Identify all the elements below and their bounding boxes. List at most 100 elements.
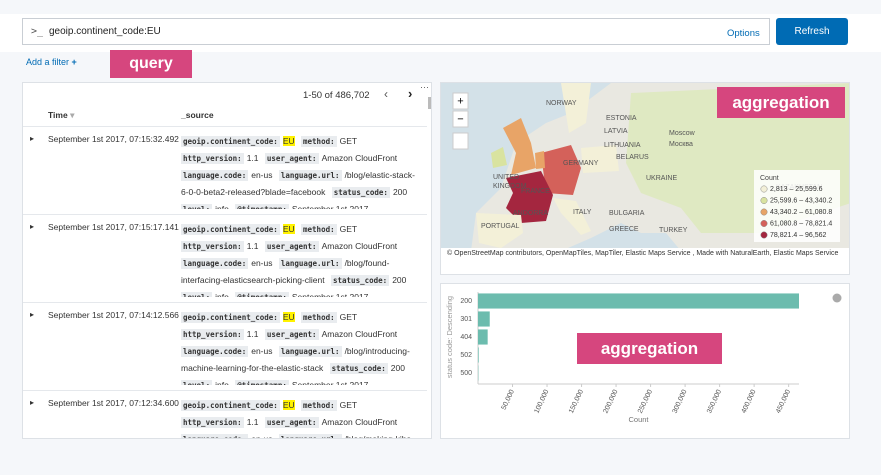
options-link[interactable]: Options <box>727 28 760 39</box>
attribution-wrap: © OpenStreetMap contributors, OpenMapTil… <box>447 250 839 257</box>
field-key: language.code: <box>181 170 249 181</box>
field-value: /blog/found-interfacing-elasticsearch-pi… <box>181 258 390 285</box>
legend-swatch <box>760 208 768 216</box>
field-key: language.code: <box>181 258 249 269</box>
y-axis-label: status code: Descending <box>445 296 454 378</box>
field-value: September 1st 2017, 07:15:32.492 <box>291 204 371 209</box>
field-key: geoip.continent_code: <box>181 136 280 147</box>
query-annotation: query <box>110 50 192 78</box>
y-tick-label: 301 <box>460 316 472 323</box>
country-de <box>541 145 581 195</box>
field-value: September 1st 2017, 07:14:12.566 <box>291 380 371 385</box>
map-label: Москва <box>669 141 693 148</box>
field-value: info <box>215 204 229 209</box>
scrollbar <box>428 97 431 109</box>
document-row: ▸ September 1st 2017, 07:15:32.492 geoip.c… <box>23 126 427 215</box>
field-key: language.code: <box>181 346 249 357</box>
column-time: Time <box>48 110 68 120</box>
field-key: user_agent: <box>264 329 319 340</box>
bar <box>478 329 488 345</box>
zoom-button[interactable] <box>452 110 469 128</box>
search-input[interactable]: >_ geoip.continent_code:EU Options <box>22 18 770 45</box>
field-key: status_code: <box>329 363 388 374</box>
sort-icon: ▾ <box>70 110 75 120</box>
field-value: GET <box>339 400 358 410</box>
prompt-icon: >_ <box>31 26 44 37</box>
fit-button[interactable] <box>452 132 469 150</box>
row-time: September 1st 2017, 07:15:32.492 <box>48 134 179 144</box>
field-value: 1.1 <box>246 241 259 251</box>
field-key: user_agent: <box>264 153 319 164</box>
map-label: UKRAINE <box>646 175 677 182</box>
next-page[interactable]: › <box>408 86 413 101</box>
bar-chart: 50,000 100,000 150,000 200,000 250,000 300,00… <box>445 292 842 424</box>
field-key: status_code: <box>331 275 390 286</box>
x-tick-label: 350,000 <box>706 389 723 415</box>
y-tick-label: 200 <box>460 298 472 305</box>
field-value: 1.1 <box>246 153 259 163</box>
query-text: geoip.continent_code:EU <box>49 26 161 37</box>
hit-count: 1-50 of 486,702 <box>303 90 370 101</box>
field-key: @timestamp: <box>235 380 289 385</box>
map-label: Moscow <box>669 130 696 137</box>
legend-label: 78,821.4 – 96,562 <box>770 232 827 239</box>
add-filter[interactable]: Add a filter + <box>26 57 77 67</box>
field-value: /blog/elastic-stack-6-0-0-beta2-released… <box>181 170 415 197</box>
legend-box <box>754 170 840 242</box>
refresh-button[interactable]: Refresh <box>776 18 848 45</box>
country-it <box>553 198 591 235</box>
field-value: en-us <box>251 258 273 268</box>
field-key: level: <box>181 204 213 209</box>
field-value: EU <box>282 312 295 322</box>
map-label: ITALY <box>573 209 592 216</box>
country-se <box>561 83 591 133</box>
row-time: September 1st 2017, 07:15:17.141 <box>48 222 179 232</box>
row-source: geoip.continent_code: EU method: GET http_… <box>181 397 421 438</box>
column-header[interactable]: Time ▾ <box>48 110 74 121</box>
field-key: language.url: <box>278 170 342 181</box>
field-value: EU <box>282 400 295 410</box>
x-tick-label: 300,000 <box>672 389 689 415</box>
row-source: geoip.continent_code: EU method: GET http_… <box>181 133 421 209</box>
field-value: 1.1 <box>246 417 259 427</box>
y-tick-label: 404 <box>460 334 472 341</box>
legend-label: 2,813 – 25,599.6 <box>770 186 823 193</box>
document-row: ▸ September 1st 2017, 07:12:34.600 geoip.c… <box>23 390 427 438</box>
x-tick-label: 450,000 <box>775 389 792 415</box>
field-value: 200 <box>392 275 407 285</box>
country-uk <box>503 118 536 175</box>
zoom-button[interactable] <box>452 92 469 110</box>
country-fr <box>506 171 553 223</box>
country-es <box>476 213 523 248</box>
map-label: TURKEY <box>659 227 688 234</box>
field-key: @timestamp: <box>235 204 289 209</box>
field-value: GET <box>339 312 358 322</box>
bar <box>478 347 479 363</box>
chart-annotation: aggregation <box>577 333 722 364</box>
map-label: KINGDOM <box>493 183 527 190</box>
field-key: method: <box>301 400 337 411</box>
map-attribution: © OpenStreetMap contributors, OpenMapTil… <box>447 250 839 257</box>
prev-page[interactable]: ‹ <box>384 87 388 101</box>
field-key: user_agent: <box>264 241 319 252</box>
expand-toggle: ▸ <box>30 310 35 319</box>
map-label: FRANCE <box>521 188 550 195</box>
legend-toggle[interactable] <box>832 293 842 303</box>
field-key: status_code: <box>331 187 390 198</box>
expand-toggle: ▸ <box>30 398 35 407</box>
field-key: user_agent: <box>264 417 319 428</box>
map-label: NORWAY <box>546 100 577 107</box>
field-key: geoip.continent_code: <box>181 400 280 411</box>
legend-swatch <box>760 220 768 227</box>
field-key: @timestamp: <box>235 292 289 297</box>
field-value: info <box>215 292 229 297</box>
legend-swatch <box>760 231 768 239</box>
more-menu[interactable]: ··· <box>420 82 429 92</box>
map-label: UNITED <box>493 174 519 181</box>
map-label: GREECE <box>609 226 639 233</box>
field-value: 1.1 <box>246 329 259 339</box>
y-tick-label: 500 <box>460 370 472 377</box>
map-annotation: aggregation <box>717 87 845 118</box>
field-key: language.url: <box>278 258 342 269</box>
